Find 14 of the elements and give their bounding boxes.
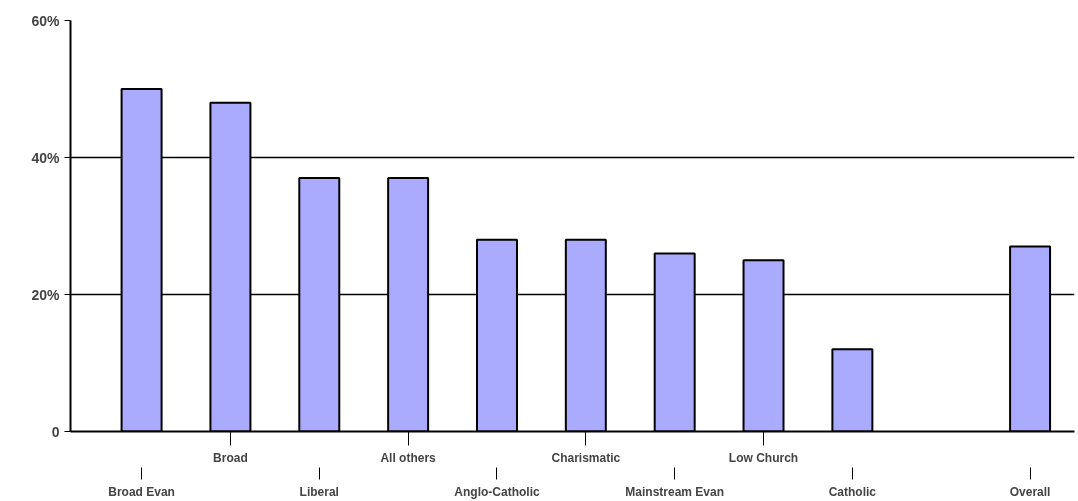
x-tick-label: Mainstream Evan <box>625 484 725 499</box>
y-tick-label: 40% <box>31 149 61 166</box>
y-tick-label: 0 <box>51 423 60 440</box>
y-tick-label: 20% <box>31 286 61 303</box>
x-tick-label: Catholic <box>828 484 877 499</box>
x-tick-label: All others <box>380 450 437 465</box>
x-tick-label: Liberal <box>299 484 339 499</box>
x-tick-label: Broad Evan <box>108 484 175 499</box>
x-tick-label: Broad <box>213 450 248 465</box>
x-tick-label: Charismatic <box>551 450 621 465</box>
x-tick-label: Low Church <box>728 450 799 465</box>
x-tick-label: Anglo-Catholic <box>454 484 540 499</box>
y-tick-label: 60% <box>31 12 61 29</box>
x-tick-label: Overall <box>1009 484 1051 499</box>
